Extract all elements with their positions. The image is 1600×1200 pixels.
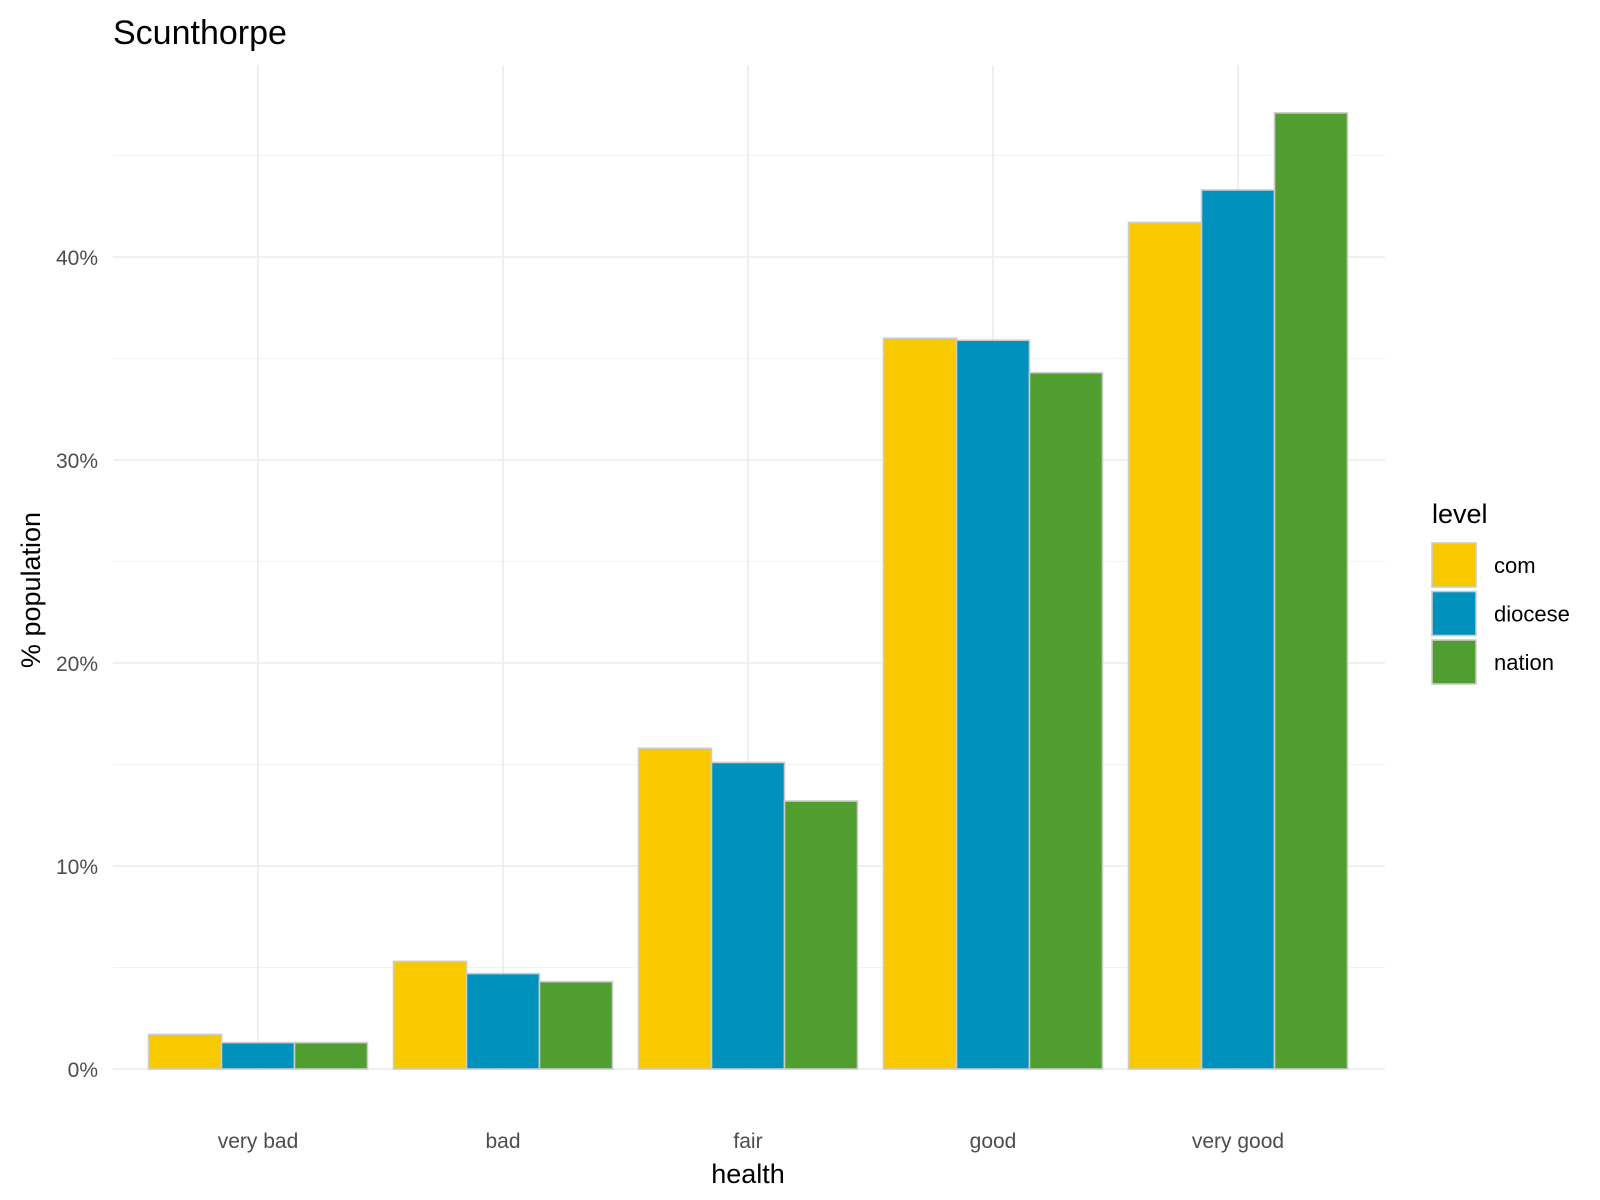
x-tick-label: very bad	[218, 1130, 299, 1153]
legend-key-com	[1431, 542, 1477, 588]
y-axis-title: % population	[16, 512, 46, 668]
bar-diocese-fair	[710, 761, 786, 1070]
bar-nation-very-good	[1273, 112, 1349, 1070]
bar-nation-very-bad	[293, 1041, 369, 1070]
bar-com-good	[882, 337, 958, 1070]
y-tick-label: 40%	[56, 247, 98, 270]
bar-nation-good	[1028, 371, 1104, 1070]
legend-title: level	[1432, 499, 1488, 529]
bar-nation-fair	[783, 800, 859, 1070]
bars	[147, 112, 1349, 1070]
bar-diocese-very-bad	[220, 1041, 296, 1070]
x-axis-ticks: very bad bad fair good very good	[218, 1130, 1284, 1153]
legend-key-diocese	[1431, 590, 1477, 637]
bar-diocese-very-good	[1200, 189, 1276, 1070]
bar-diocese-good	[955, 339, 1031, 1070]
legend-label-diocese: diocese	[1494, 602, 1570, 627]
y-tick-label: 20%	[56, 653, 98, 676]
legend-label-com: com	[1494, 553, 1536, 578]
legend-key-nation	[1431, 639, 1477, 685]
y-tick-label: 0%	[68, 1059, 98, 1082]
legend: level com diocese nation	[1431, 499, 1570, 685]
bar-com-bad	[392, 960, 468, 1070]
x-tick-label: very good	[1192, 1130, 1284, 1153]
y-tick-label: 10%	[56, 856, 98, 879]
bar-com-very-good	[1127, 221, 1203, 1070]
y-axis-ticks: 0% 10% 20% 30% 40%	[56, 247, 98, 1082]
bar-diocese-bad	[465, 972, 541, 1070]
x-tick-label: fair	[733, 1130, 762, 1153]
bar-com-very-bad	[147, 1033, 223, 1070]
x-tick-label: bad	[485, 1130, 520, 1153]
bar-nation-bad	[538, 980, 614, 1070]
legend-label-nation: nation	[1494, 650, 1554, 675]
chart-title: Scunthorpe	[113, 14, 287, 52]
x-tick-label: good	[970, 1130, 1017, 1153]
bar-com-fair	[637, 747, 713, 1070]
y-tick-label: 30%	[56, 450, 98, 473]
x-axis-title: health	[711, 1159, 785, 1189]
